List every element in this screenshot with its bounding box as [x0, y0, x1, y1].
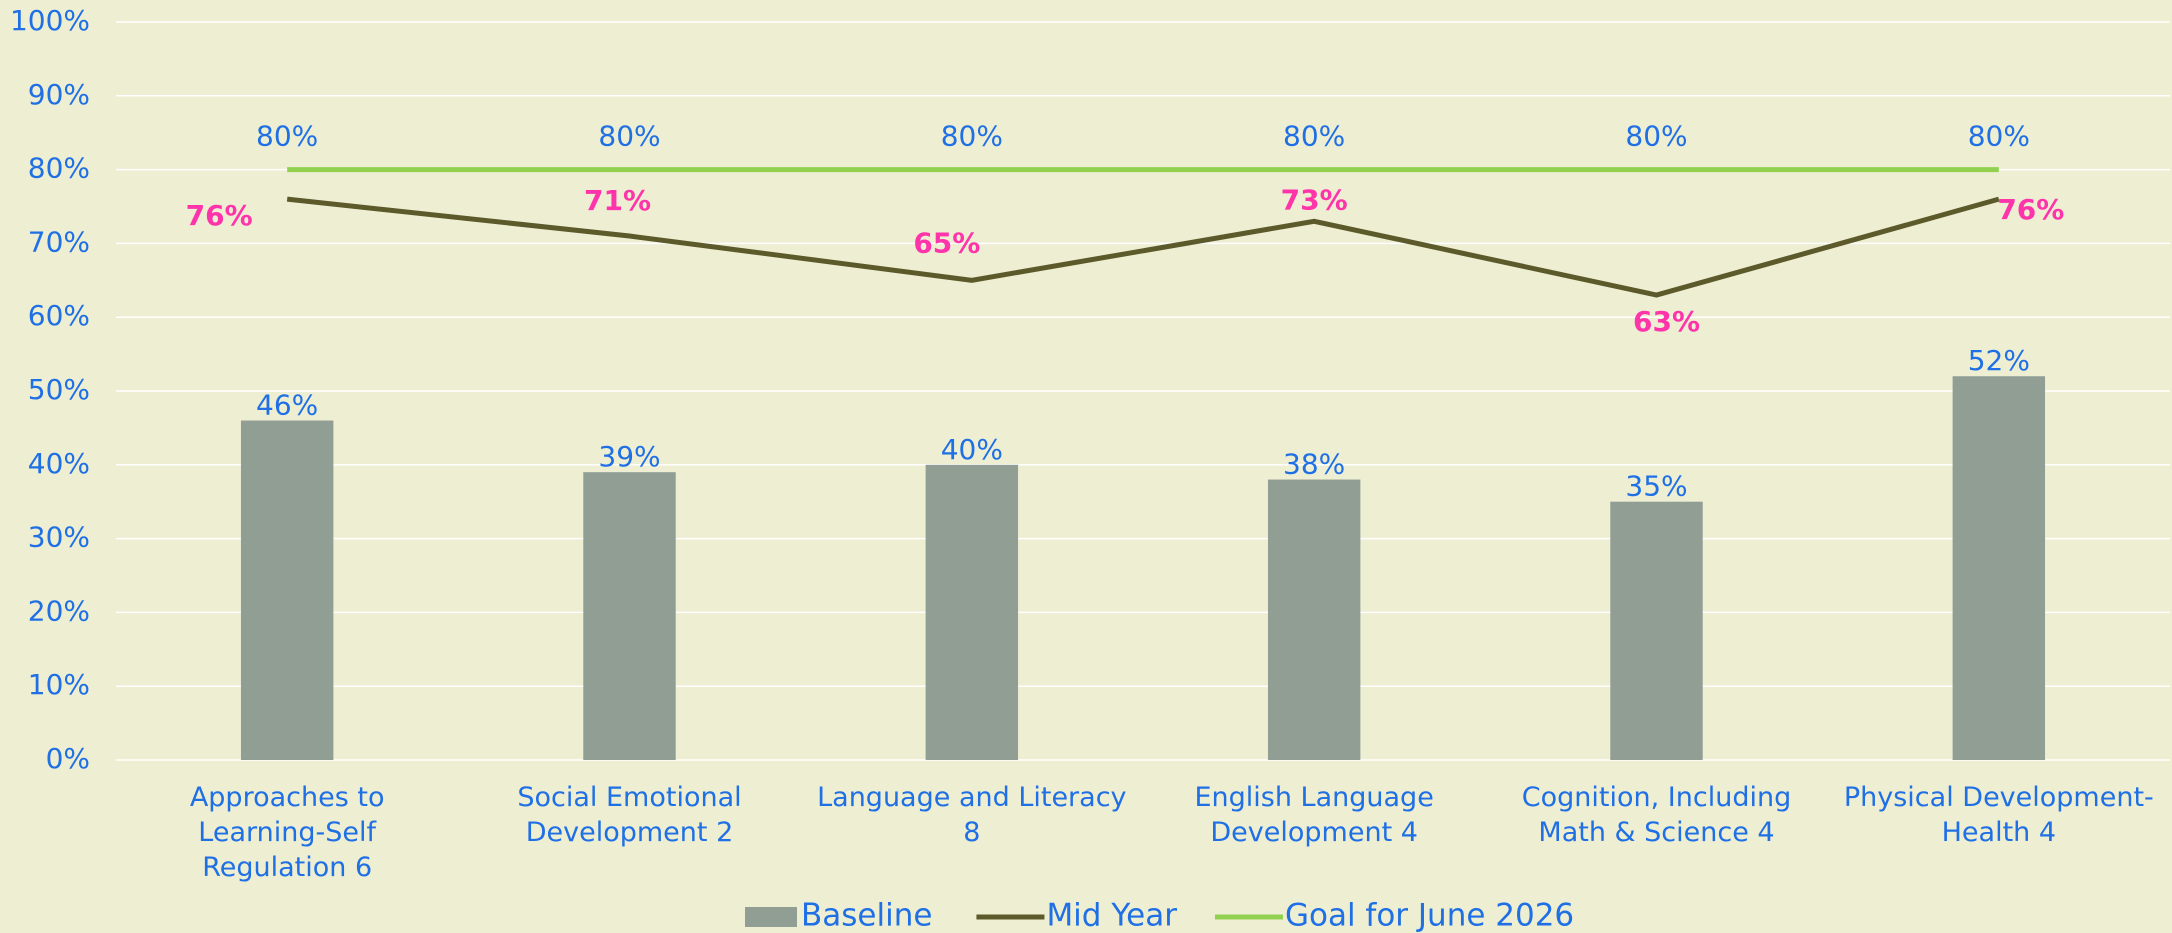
data-label: 80%	[1283, 120, 1345, 153]
bar	[1267, 479, 1361, 760]
bar	[583, 472, 676, 760]
bar	[1610, 501, 1703, 760]
data-label: 80%	[941, 120, 1003, 153]
legend-label: Baseline	[801, 898, 932, 933]
x-tick-label: Social Emotional Development 2	[517, 782, 742, 848]
bar	[240, 420, 334, 760]
data-label: 76%	[1997, 193, 2064, 226]
data-label: 71%	[584, 184, 651, 217]
data-label: 80%	[256, 120, 318, 153]
data-label: 80%	[1968, 120, 2030, 153]
x-tick-label: English Language Development 4	[1194, 782, 1434, 848]
data-label: 65%	[913, 226, 980, 259]
data-label: 73%	[1281, 183, 1348, 216]
x-tick-label: Approaches to Learning-Self Regulation 6	[189, 782, 385, 883]
x-tick-label: Cognition, Including Math & Science 4	[1521, 782, 1792, 848]
data-label: 80%	[598, 120, 660, 153]
data-label: 39%	[598, 440, 660, 473]
y-tick-label: 100%	[10, 4, 90, 37]
legend-label: Goal for June 2026	[1285, 898, 1574, 933]
data-label: 46%	[256, 389, 318, 422]
y-tick-label: 70%	[28, 225, 90, 258]
bar	[1952, 376, 2046, 760]
y-tick-label: 30%	[28, 521, 90, 554]
data-label: 63%	[1633, 305, 1700, 338]
y-tick-label: 40%	[28, 447, 90, 480]
data-label: 38%	[1283, 448, 1345, 481]
y-tick-label: 80%	[28, 152, 90, 185]
y-tick-label: 60%	[28, 299, 90, 332]
bar	[925, 464, 1019, 760]
y-tick-label: 20%	[28, 594, 90, 627]
data-label: 80%	[1625, 120, 1687, 153]
y-tick-label: 90%	[28, 78, 90, 111]
line	[286, 196, 2000, 298]
legend-swatch	[745, 907, 797, 927]
x-tick-label: Physical Development-Health 4	[1843, 782, 2154, 848]
data-label: 52%	[1968, 344, 2030, 377]
x-tick-label: Language and Literacy 8	[817, 782, 1127, 848]
data-label: 35%	[1625, 470, 1687, 503]
y-tick-label: 50%	[28, 373, 90, 406]
legend-label: Mid Year	[1046, 898, 1177, 933]
data-label: 40%	[941, 433, 1003, 466]
y-tick-label: 0%	[46, 742, 90, 775]
y-tick-label: 10%	[28, 668, 90, 701]
data-label: 76%	[186, 199, 253, 232]
